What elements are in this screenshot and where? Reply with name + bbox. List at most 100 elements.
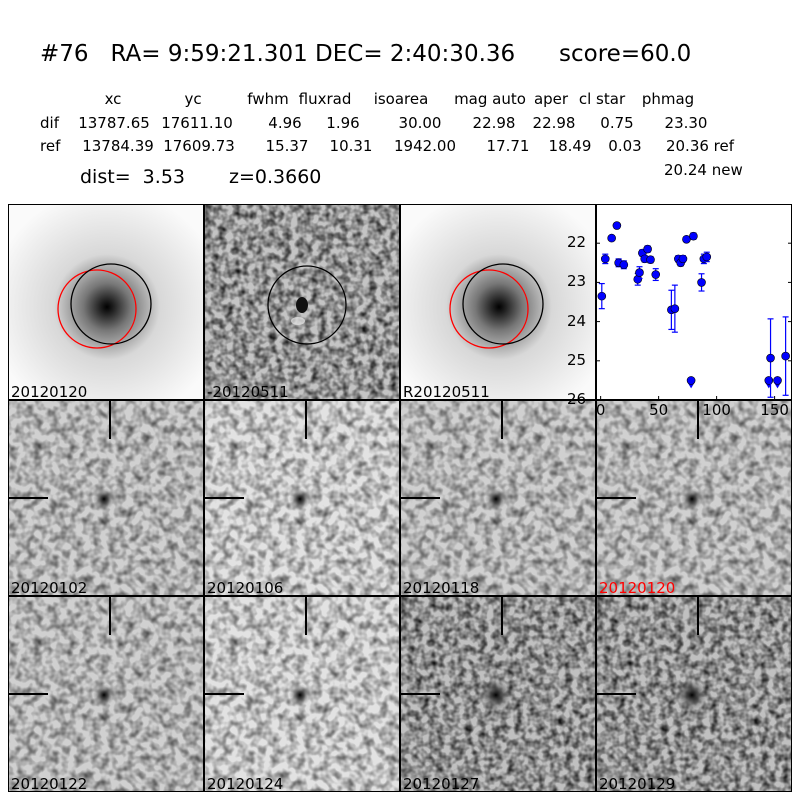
stamp-date-label: -20120511 bbox=[207, 383, 289, 400]
column-header: isoarea bbox=[373, 90, 429, 108]
stamp-date-label: 20120122 bbox=[11, 775, 88, 792]
image-stamp: 20120102 bbox=[8, 400, 204, 596]
crosshair-vertical bbox=[109, 597, 111, 635]
column-header: yc bbox=[184, 90, 202, 108]
ref-value: 17609.73 bbox=[163, 137, 235, 155]
dif-value: 30.00 bbox=[398, 114, 442, 132]
image-stamp: 20120106 bbox=[204, 400, 400, 596]
data-point bbox=[646, 255, 655, 264]
column-header: fluxrad bbox=[298, 90, 352, 108]
column-header: aper bbox=[533, 90, 569, 108]
crosshair-horizontal bbox=[9, 497, 48, 499]
image-stamp: 20120120 bbox=[596, 400, 792, 596]
crosshair-vertical bbox=[305, 401, 307, 439]
crosshair-horizontal bbox=[401, 693, 440, 695]
data-point bbox=[607, 233, 616, 243]
light-curve-chart bbox=[596, 204, 792, 400]
stamp-date-label: 20120124 bbox=[207, 775, 284, 792]
stamp-date-label: 20120118 bbox=[403, 579, 480, 596]
y-tick-label: 26 bbox=[567, 390, 587, 408]
dif-value: 13787.65 bbox=[78, 114, 150, 132]
data-point bbox=[678, 254, 688, 264]
ref-value: 17.71 bbox=[486, 137, 530, 155]
data-point bbox=[597, 291, 607, 301]
crosshair-vertical bbox=[305, 597, 307, 635]
column-header: xc bbox=[104, 90, 122, 108]
data-point bbox=[697, 278, 706, 287]
dif-value: 22.98 bbox=[532, 114, 576, 132]
ref-value: 15.37 bbox=[265, 137, 309, 155]
ref-value: 18.49 bbox=[548, 137, 592, 155]
image-stamp: 20120124 bbox=[204, 596, 400, 792]
image-stamp: R20120511 bbox=[400, 204, 596, 400]
data-point bbox=[612, 221, 622, 230]
image-stamp: 20120129 bbox=[596, 596, 792, 792]
x-tick-label: 50 bbox=[649, 401, 669, 419]
stamp-date-label: 20120129 bbox=[599, 775, 676, 792]
ref-value: 0.03 bbox=[608, 137, 642, 155]
ref-value: 1942.00 bbox=[393, 137, 457, 155]
x-tick-label: 150 bbox=[760, 401, 789, 419]
dif-value: 1.96 bbox=[326, 114, 360, 132]
crosshair-vertical bbox=[697, 401, 699, 439]
stamp-date-label: 20120120 bbox=[599, 579, 676, 596]
data-point bbox=[764, 376, 774, 385]
stamp-date-label: R20120511 bbox=[403, 383, 490, 400]
data-point bbox=[643, 244, 652, 254]
y-tick-label: 24 bbox=[567, 311, 587, 330]
data-point bbox=[635, 268, 644, 277]
stamp-date-label: 20120127 bbox=[403, 775, 480, 792]
image-stamp: -20120511 bbox=[204, 204, 400, 400]
new-mag-text: 20.24 new bbox=[664, 161, 743, 179]
dif-value: 23.30 bbox=[664, 114, 708, 132]
crosshair-horizontal bbox=[597, 497, 636, 499]
data-point bbox=[619, 260, 629, 270]
row-label: dif bbox=[40, 114, 59, 132]
stamp-date-label: 20120102 bbox=[11, 579, 88, 596]
column-header: phmag bbox=[641, 90, 695, 108]
crosshair-vertical bbox=[501, 401, 503, 439]
x-tick-label: 100 bbox=[702, 401, 731, 419]
column-header: cl star bbox=[578, 90, 626, 108]
y-tick-label: 22 bbox=[567, 233, 587, 252]
data-point bbox=[773, 376, 782, 385]
upper-limit-marker bbox=[688, 383, 695, 389]
dif-value: 17611.10 bbox=[161, 114, 233, 132]
upper-limit-marker bbox=[774, 383, 781, 389]
x-tick-label: 0 bbox=[595, 401, 606, 419]
data-point bbox=[651, 270, 661, 279]
crosshair-horizontal bbox=[9, 693, 48, 695]
column-header: fwhm bbox=[247, 90, 289, 108]
ref-value: 10.31 bbox=[329, 137, 373, 155]
image-stamp: 20120118 bbox=[400, 400, 596, 596]
crosshair-horizontal bbox=[401, 497, 440, 499]
crosshair-vertical bbox=[501, 597, 503, 635]
image-stamp: 20120127 bbox=[400, 596, 596, 792]
column-header: mag auto bbox=[454, 90, 526, 108]
stamp-date-label: 20120106 bbox=[207, 579, 284, 596]
image-stamp: 20120120 bbox=[8, 204, 204, 400]
stamp-date-label: 20120120 bbox=[11, 383, 88, 400]
crosshair-vertical bbox=[109, 401, 111, 439]
crosshair-horizontal bbox=[597, 693, 636, 695]
data-point bbox=[670, 304, 680, 313]
ref-value: 13784.39 bbox=[82, 137, 154, 155]
crosshair-horizontal bbox=[205, 693, 244, 695]
image-stamp: 20120122 bbox=[8, 596, 204, 792]
data-point bbox=[702, 252, 712, 262]
dif-value: 22.98 bbox=[472, 114, 516, 132]
data-point bbox=[766, 353, 775, 363]
dif-value: 4.96 bbox=[268, 114, 302, 132]
crosshair-vertical bbox=[697, 597, 699, 635]
dif-value: 0.75 bbox=[600, 114, 634, 132]
data-point bbox=[686, 376, 696, 385]
redshift-text: z=0.3660 bbox=[229, 166, 322, 188]
data-point bbox=[689, 231, 698, 241]
data-point bbox=[781, 351, 790, 361]
row-label: ref bbox=[40, 137, 61, 155]
y-tick-label: 25 bbox=[567, 350, 587, 369]
crosshair-horizontal bbox=[205, 497, 244, 499]
candidate-title: #76 RA= 9:59:21.301 DEC= 2:40:30.36 scor… bbox=[40, 41, 692, 67]
data-point bbox=[600, 254, 610, 264]
dist-text: dist= 3.53 bbox=[80, 166, 185, 188]
